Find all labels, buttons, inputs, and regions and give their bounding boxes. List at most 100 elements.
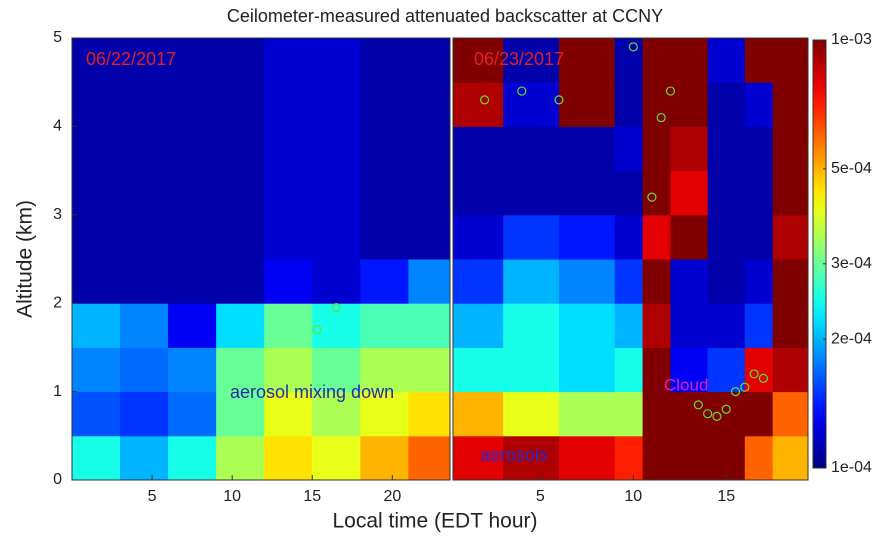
cloud-point bbox=[693, 400, 703, 410]
heat-cell bbox=[216, 347, 265, 393]
heat-cell bbox=[216, 259, 265, 304]
heat-cell bbox=[558, 435, 616, 481]
cloud-point bbox=[703, 409, 713, 419]
heat-cell bbox=[360, 435, 409, 481]
heat-cell bbox=[216, 38, 265, 83]
heat-cell bbox=[558, 38, 616, 83]
heat-cell bbox=[168, 391, 217, 437]
heat-cell bbox=[707, 303, 746, 348]
cloud-point bbox=[647, 192, 657, 202]
y-axis-label: Altitude (km) bbox=[14, 200, 37, 318]
heat-cell bbox=[72, 303, 121, 348]
heat-cell bbox=[408, 435, 451, 481]
heat-cell bbox=[312, 82, 361, 127]
cloud-point bbox=[665, 86, 676, 96]
colorbar-tick-label: 3e-04 bbox=[831, 255, 872, 272]
heat-cell bbox=[558, 259, 616, 304]
heat-cell bbox=[408, 38, 451, 83]
cloud-point bbox=[656, 112, 666, 123]
heat-cell bbox=[670, 347, 709, 393]
heat-cell bbox=[614, 347, 644, 393]
heat-cell bbox=[120, 214, 169, 260]
annotation: 06/23/2017 bbox=[474, 49, 564, 69]
colorbar-tick-label: 5e-04 bbox=[831, 160, 872, 177]
heat-cell bbox=[453, 214, 504, 260]
heat-cell bbox=[707, 126, 746, 172]
heat-cell bbox=[168, 82, 217, 127]
x-tick-label: 5 bbox=[148, 488, 157, 505]
heat-cell bbox=[558, 126, 616, 172]
heat-cell bbox=[744, 38, 774, 83]
y-tick-label: 5 bbox=[53, 29, 62, 46]
heat-cell bbox=[744, 170, 774, 216]
x-axis-label: Local time (EDT hour) bbox=[332, 510, 537, 533]
heat-cell bbox=[744, 435, 774, 481]
cloud-point bbox=[740, 382, 750, 392]
heat-cell bbox=[264, 214, 313, 260]
heat-cell bbox=[120, 303, 169, 348]
heat-cell bbox=[707, 347, 746, 393]
heat-cell bbox=[72, 170, 121, 216]
panel-frame bbox=[452, 37, 809, 481]
heat-cell bbox=[670, 259, 709, 304]
heat-cell bbox=[408, 391, 451, 437]
heat-cell bbox=[264, 303, 313, 348]
heat-cell bbox=[642, 347, 671, 393]
heat-cell bbox=[360, 82, 409, 127]
heat-cell bbox=[264, 435, 313, 481]
heat-cell bbox=[642, 38, 671, 83]
heat-cell bbox=[558, 391, 616, 437]
heat-cell bbox=[408, 126, 451, 172]
heat-cell bbox=[408, 214, 451, 260]
heat-cell bbox=[120, 126, 169, 172]
y-tick-label: 3 bbox=[53, 206, 62, 223]
heat-cell bbox=[312, 435, 361, 481]
heat-cell bbox=[642, 259, 671, 304]
heat-cell bbox=[453, 303, 504, 348]
heat-cell bbox=[614, 259, 644, 304]
heat-cell bbox=[614, 435, 644, 481]
heat-cell bbox=[120, 259, 169, 304]
heat-cell bbox=[216, 82, 265, 127]
heat-cell bbox=[503, 214, 560, 260]
annotation: aerosols bbox=[480, 445, 548, 465]
heat-cell bbox=[453, 170, 504, 216]
heat-cell bbox=[503, 259, 560, 304]
x-tick-label: 10 bbox=[624, 488, 642, 505]
annotation: 06/22/2017 bbox=[86, 49, 176, 69]
heat-cell bbox=[264, 259, 313, 304]
heat-cell bbox=[744, 391, 774, 437]
cloud-point bbox=[758, 373, 768, 383]
heat-cell bbox=[744, 214, 774, 260]
heat-cell bbox=[453, 38, 504, 83]
heat-cell bbox=[707, 214, 746, 260]
chart-title: Ceilometer-measured attenuated backscatt… bbox=[227, 6, 663, 26]
heat-cell bbox=[503, 347, 560, 393]
heat-cell bbox=[168, 259, 217, 304]
heat-cell bbox=[558, 303, 616, 348]
heat-cell bbox=[772, 82, 809, 127]
heat-cell bbox=[168, 347, 217, 393]
heat-cell bbox=[453, 126, 504, 172]
heat-cell bbox=[408, 259, 451, 304]
heat-cell bbox=[642, 391, 671, 437]
heat-cell bbox=[312, 170, 361, 216]
heat-cell bbox=[707, 435, 746, 481]
heat-cell bbox=[670, 126, 709, 172]
heat-cell bbox=[772, 303, 809, 348]
heat-cell bbox=[503, 170, 560, 216]
y-tick-label: 2 bbox=[53, 294, 62, 311]
heat-cell bbox=[360, 303, 409, 348]
heat-cell bbox=[453, 259, 504, 304]
cloud-point bbox=[721, 404, 731, 414]
heat-cell bbox=[453, 347, 504, 393]
heat-cell bbox=[120, 38, 169, 83]
cloud-point bbox=[628, 42, 638, 52]
heat-cell bbox=[216, 214, 265, 260]
heat-cell bbox=[312, 259, 361, 304]
heat-cell bbox=[453, 82, 504, 127]
heat-cell bbox=[264, 82, 313, 127]
heat-cell bbox=[408, 347, 451, 393]
heat-cell bbox=[670, 391, 709, 437]
heat-cell bbox=[772, 38, 809, 83]
